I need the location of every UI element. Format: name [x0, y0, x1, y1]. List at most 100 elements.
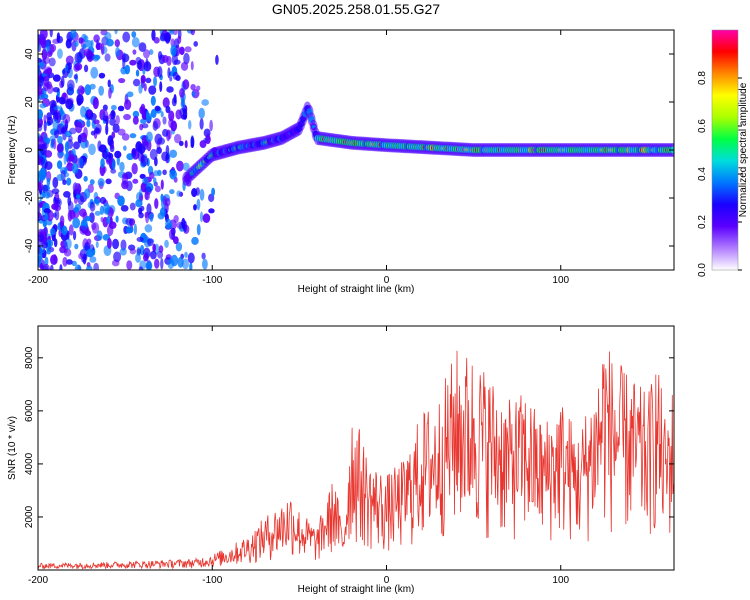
spectrogram-cell — [159, 207, 166, 217]
spectrogram-cell — [131, 162, 138, 175]
spectrogram-cell — [129, 59, 137, 66]
spectrogram-cell — [169, 76, 173, 82]
spectrogram-cell — [184, 46, 192, 53]
spectrogram-cell — [133, 223, 138, 235]
spectrogram-cell — [91, 222, 97, 230]
spectrogram-cell — [177, 35, 182, 44]
spectrogram-cell — [131, 36, 140, 48]
spectrogram-cell — [89, 179, 95, 186]
spectrogram-cell — [146, 113, 152, 122]
spectrogram-cell — [215, 54, 219, 66]
spectrogram-cell — [90, 66, 99, 79]
spectrogram-cell — [56, 199, 61, 205]
spectrogram-cell — [95, 123, 102, 134]
spectrogram-cell — [156, 146, 162, 155]
spectrogram-cell — [125, 217, 133, 226]
spectrogram-cell — [52, 111, 59, 122]
snr-y-ticks: 2000 4000 6000 8000 — [24, 346, 674, 528]
spectrogram-cell — [181, 217, 186, 230]
spectrogram-cell — [56, 35, 64, 44]
spectrogram-cell — [85, 216, 92, 222]
spectrogram-cell — [126, 260, 133, 270]
spectrogram-cell — [38, 76, 45, 87]
spectrogram-cell — [71, 260, 77, 267]
spectrogram-cell — [43, 75, 50, 87]
spectrogram-cell — [92, 97, 99, 110]
colorbar-tick-label: 0.4 — [697, 167, 708, 181]
spectrogram-cell — [144, 190, 150, 201]
spectrogram-cell — [73, 74, 78, 80]
spectrogram-cell — [182, 79, 190, 90]
spectrogram-cell — [115, 215, 119, 223]
spectrogram-cell — [97, 178, 105, 187]
spectrogram-cell — [135, 199, 143, 208]
spectrogram-cell — [72, 217, 81, 229]
spectrogram-cell — [53, 254, 57, 264]
spectrogram-cell — [104, 53, 111, 62]
spectrogram-cell — [100, 158, 105, 169]
spectrogram-cell — [191, 236, 199, 245]
spectrogram-cell — [56, 173, 64, 182]
spectrogram-cell — [67, 156, 71, 166]
spectrogram-cell — [172, 236, 179, 245]
spectrogram-cell — [196, 198, 201, 211]
spectrogram-cell — [44, 256, 49, 267]
snr-x-ticks: -200 -100 0 100 — [28, 326, 570, 586]
spectrogram-cell — [110, 104, 117, 111]
colorbar-frame — [711, 29, 739, 271]
spectrogram-cell — [153, 36, 160, 44]
spectrogram-cell — [108, 152, 114, 160]
spectrogram-cell — [143, 49, 150, 59]
spectrogram-cell — [138, 266, 143, 270]
spectrogram-cell — [63, 190, 71, 198]
spectrogram-cell — [44, 150, 53, 158]
spectrogram-cell — [106, 238, 112, 249]
spectrogram-cell — [44, 212, 48, 221]
spectrogram-cell — [119, 161, 125, 172]
spectrogram-cell — [109, 144, 115, 153]
spectrogram-cell — [43, 120, 47, 132]
snr-xtick-label: 100 — [552, 575, 569, 586]
spectrogram-cell — [46, 116, 54, 126]
spectrogram-cell — [162, 97, 170, 109]
spectrogram-cell — [201, 258, 208, 270]
spectrogram-cell — [61, 225, 68, 236]
spectrogram-cell — [208, 208, 215, 214]
spectrogram-ytick-label: 0 — [24, 147, 35, 153]
spectrogram-cell — [148, 85, 157, 95]
spectrogram-cell — [103, 109, 109, 120]
spectrogram-cell — [170, 44, 177, 57]
spectrogram-cell — [135, 56, 142, 65]
spectrogram-cell — [114, 150, 122, 159]
spectrogram-x-ticks: -200 -100 0 100 — [28, 30, 570, 286]
colorbar-tick-label: 0.6 — [697, 119, 708, 133]
spectrogram-cell — [166, 86, 174, 93]
spectrogram-cell — [63, 248, 72, 257]
spectrogram-cell — [135, 69, 140, 77]
spectrogram-cell — [160, 111, 164, 118]
spectrogram-cell — [40, 37, 47, 49]
spectrogram-cell — [114, 30, 118, 35]
spectrogram-cell — [95, 241, 99, 249]
spectrogram-cell — [108, 158, 113, 164]
spectrogram-cell — [38, 201, 43, 209]
spectrogram-cell — [187, 252, 195, 264]
spectrogram-cell — [52, 86, 60, 93]
spectrogram-cell — [102, 104, 108, 111]
spectrogram-cell — [70, 30, 77, 39]
spectrogram-cell — [56, 160, 63, 170]
colorbar-gradient — [712, 30, 738, 270]
spectrogram-cell — [98, 72, 106, 79]
spectrogram-cell — [44, 161, 53, 171]
spectrogram-cell — [80, 105, 87, 118]
spectrogram-cell — [138, 212, 144, 219]
spectrogram-cell — [108, 87, 112, 99]
spectrogram-cell — [69, 127, 77, 135]
spectrogram-cell — [131, 148, 137, 158]
spectrogram-cell — [132, 49, 137, 55]
spectrogram-cell — [136, 236, 144, 243]
colorbar-label: Normalized spectral amplitude — [738, 82, 749, 217]
spectrogram-cell — [64, 64, 69, 72]
spectrogram-cell — [138, 42, 147, 52]
